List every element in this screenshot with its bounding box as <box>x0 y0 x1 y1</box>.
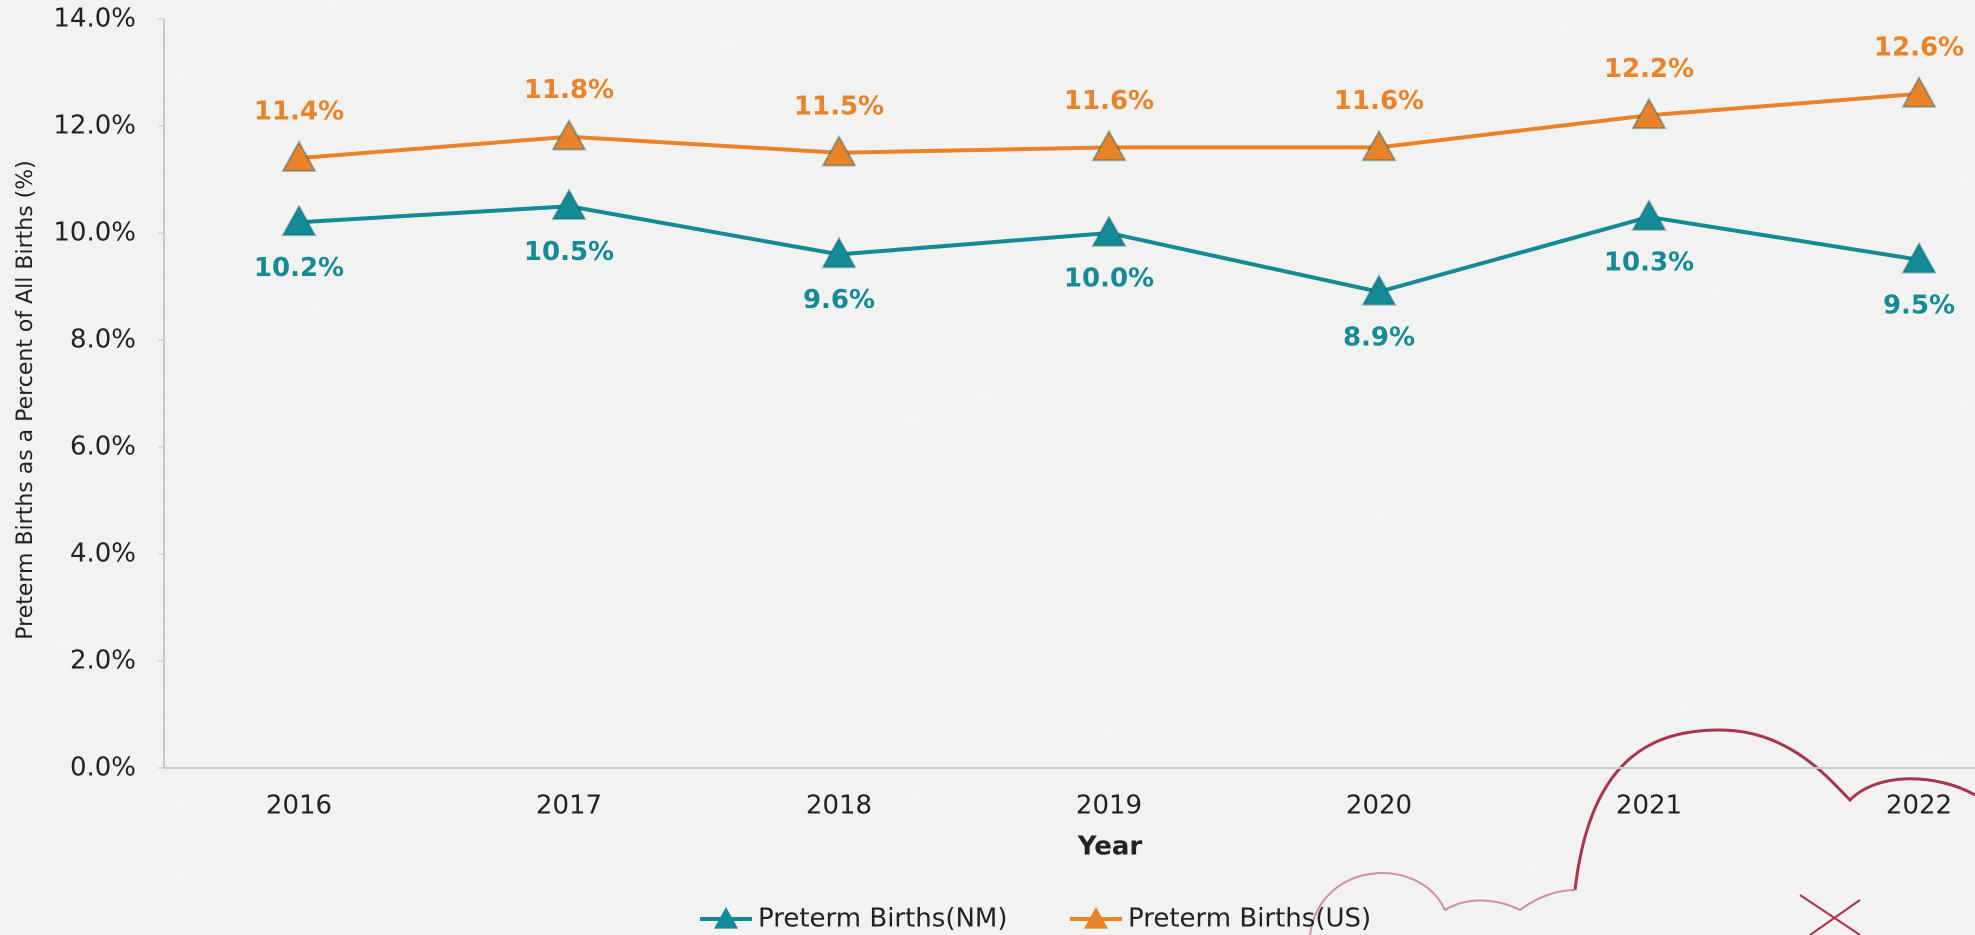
x-tick-label: 2020 <box>1346 791 1412 821</box>
x-tick-label: 2021 <box>1616 791 1682 821</box>
legend-label: Preterm Births(US) <box>1128 904 1371 934</box>
data-label: 11.4% <box>254 97 344 127</box>
x-tick-label: 2016 <box>266 791 332 821</box>
y-tick-label: 4.0% <box>70 539 136 569</box>
data-label: 12.2% <box>1604 54 1694 84</box>
y-tick-label: 2.0% <box>70 646 136 676</box>
legend-label: Preterm Births(NM) <box>758 904 1008 934</box>
y-tick-label: 12.0% <box>53 111 136 141</box>
y-tick-label: 14.0% <box>53 4 136 34</box>
y-axis-title: Preterm Births as a Percent of All Birth… <box>13 160 38 640</box>
data-label: 10.2% <box>254 253 344 283</box>
x-axis-title: Year <box>1077 832 1143 862</box>
data-label: 10.0% <box>1064 264 1154 294</box>
y-tick-label: 10.0% <box>53 218 136 248</box>
data-label: 10.3% <box>1604 247 1694 277</box>
x-tick-label: 2019 <box>1076 791 1142 821</box>
data-label: 10.5% <box>524 237 614 267</box>
chart: Preterm Births as a Percent of All Birth… <box>0 0 1975 935</box>
data-label: 8.9% <box>1343 322 1415 352</box>
y-tick-label: 0.0% <box>70 753 136 783</box>
y-tick-label: 8.0% <box>70 325 136 355</box>
y-tick-label: 6.0% <box>70 432 136 462</box>
data-label: 11.6% <box>1334 86 1424 116</box>
data-label: 11.5% <box>794 91 884 121</box>
data-label: 9.5% <box>1883 290 1955 320</box>
x-tick-label: 2018 <box>806 791 872 821</box>
x-tick-label: 2017 <box>536 791 602 821</box>
data-label: 11.8% <box>524 75 614 105</box>
data-label: 9.6% <box>803 285 875 315</box>
x-tick-label: 2022 <box>1886 791 1952 821</box>
data-label: 12.6% <box>1874 32 1964 62</box>
data-label: 11.6% <box>1064 86 1154 116</box>
